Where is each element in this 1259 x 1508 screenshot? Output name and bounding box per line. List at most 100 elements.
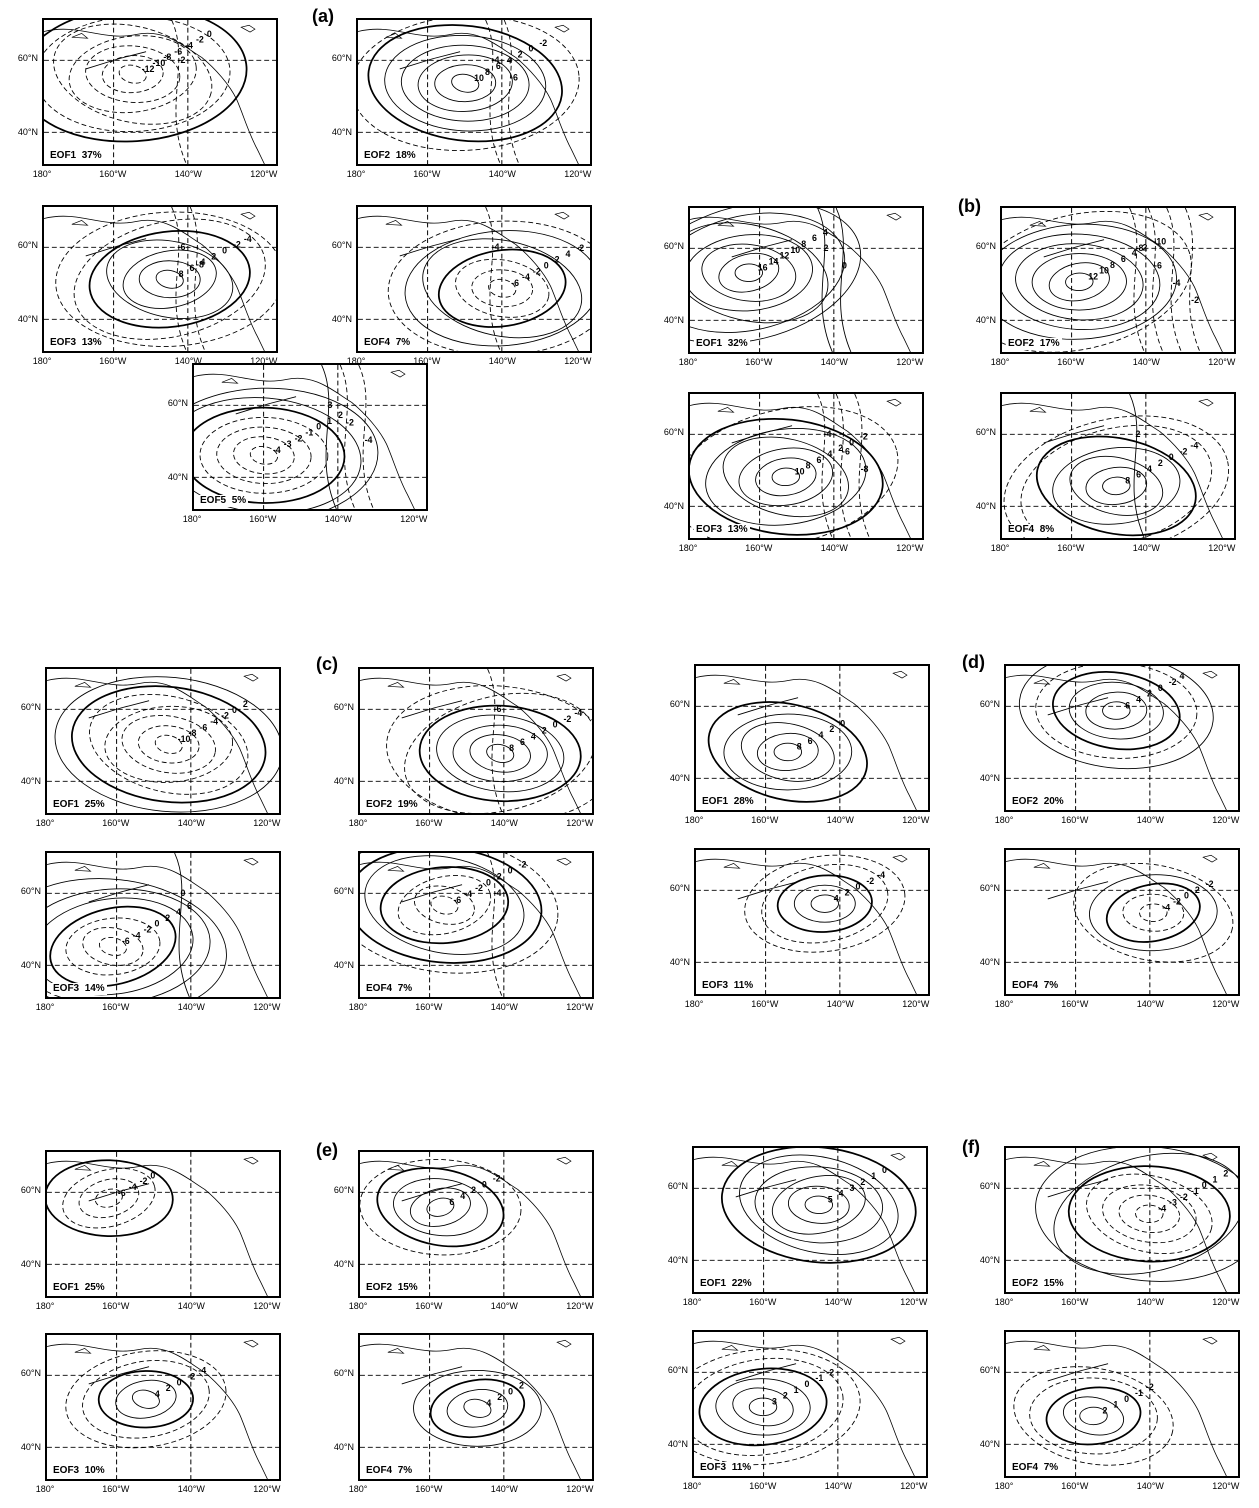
- contour-label: 4: [1180, 671, 1185, 681]
- contour-label: -4: [1162, 902, 1170, 912]
- longitude-tick-label: 180°: [990, 543, 1010, 553]
- contour-line: [1065, 272, 1094, 292]
- island-outline: [74, 857, 259, 872]
- longitude-tick-label: 160°W: [1061, 815, 1089, 825]
- contour-line: [738, 447, 834, 507]
- contour-line: [793, 884, 856, 923]
- contour-label: -4: [133, 930, 141, 940]
- eof-variance-label: EOF3 14%: [51, 983, 107, 995]
- latitude-tick-label: 60°N: [667, 1365, 688, 1376]
- contour-line: [155, 269, 184, 289]
- coastline: [47, 1160, 268, 1296]
- contour-label: -4: [198, 1366, 206, 1376]
- contour-label: 2: [165, 913, 170, 923]
- contour-label: -2: [539, 38, 547, 48]
- contour-line: [748, 1397, 778, 1417]
- longitude-tick-label: 180°: [994, 815, 1014, 825]
- contour-line: [1129, 208, 1145, 352]
- contour-label: -4: [574, 708, 582, 718]
- contour-label: 4: [839, 1189, 844, 1199]
- aleutian-chain: [399, 51, 461, 70]
- contour-label: -4: [877, 870, 885, 880]
- coastline: [360, 1160, 581, 1296]
- aleutian-chain: [735, 1179, 797, 1198]
- contour-label: 0: [544, 260, 549, 270]
- contour-line: [1102, 701, 1131, 720]
- contour-line: [754, 1166, 884, 1244]
- longitude-tick-label: 140°W: [174, 356, 202, 366]
- contour-line: [1052, 670, 1181, 751]
- contour-line: [436, 714, 565, 793]
- coastline: [1006, 1156, 1227, 1292]
- eof-variance-percent: 13%: [81, 337, 102, 348]
- contour-label: 2: [1223, 1169, 1228, 1179]
- contour-line: [1031, 253, 1127, 311]
- contour-line: [771, 467, 801, 487]
- contour-label: 2: [1195, 885, 1200, 895]
- contour-label: 0: [840, 718, 845, 728]
- contour-label: 4: [818, 730, 823, 740]
- contour-label: -4: [493, 888, 501, 898]
- eof-variance-percent: 19%: [397, 799, 418, 810]
- latitude-tick-label: 40°N: [975, 315, 996, 326]
- contour-line: [233, 436, 295, 475]
- aleutian-chain: [1047, 881, 1109, 900]
- latitude-tick-label: 40°N: [663, 315, 684, 326]
- eof-variance-label: EOF1 25%: [51, 1282, 107, 1294]
- contour-line: [1102, 1184, 1197, 1244]
- longitude-tick-label: 140°W: [490, 1002, 518, 1012]
- contour-line: [810, 894, 840, 913]
- contour-label: -4: [522, 272, 530, 282]
- eof-name: EOF2: [1012, 796, 1039, 807]
- contour-label: -3: [1169, 1198, 1177, 1208]
- contour-label: 2: [829, 724, 834, 734]
- longitude-tick-label: 120°W: [253, 1002, 281, 1012]
- island-outline: [387, 857, 572, 872]
- contour-label: -2: [493, 1174, 501, 1184]
- contour-line: [47, 897, 194, 996]
- aleutian-chain: [1047, 697, 1109, 716]
- contour-line: [1020, 424, 1213, 538]
- longitude-tick-label: 180°: [32, 356, 52, 366]
- contour-label: -4: [273, 445, 281, 455]
- contour-line: [734, 263, 764, 282]
- latitude-tick-label: 40°N: [669, 773, 690, 784]
- contour-label: -2: [866, 876, 874, 886]
- island-outline: [723, 854, 908, 869]
- longitude-tick-label: 180°: [990, 357, 1010, 367]
- contour-label: -2: [475, 883, 483, 893]
- contour-label: -2: [1173, 897, 1181, 907]
- eof-name: EOF4: [364, 337, 391, 348]
- contour-label: 2: [471, 1185, 476, 1195]
- latitude-tick-label: 40°N: [979, 773, 1000, 784]
- longitude-tick-label: 140°W: [820, 543, 848, 553]
- contour-line: [358, 20, 580, 151]
- coastline: [44, 215, 265, 351]
- aleutian-chain: [88, 700, 150, 719]
- aleutian-chain: [235, 396, 297, 415]
- contour-line: [446, 1389, 509, 1428]
- contour-line: [817, 394, 833, 538]
- contour-label: -4: [185, 40, 193, 50]
- contour-label: 6: [816, 455, 821, 465]
- contour-label: 14: [769, 257, 779, 267]
- contour-line: [1048, 262, 1110, 302]
- longitude-tick-label: 140°W: [1136, 1297, 1164, 1307]
- contour-label: -2: [533, 266, 541, 276]
- longitude-tick-label: 180°: [35, 1484, 55, 1494]
- contour-line: [413, 885, 475, 925]
- contour-line: [756, 732, 819, 771]
- eof-map-panel: 2 1 0 -1 -2 EOF4 7%: [1004, 1330, 1240, 1478]
- contour-label: 0: [316, 422, 321, 432]
- panel-group-label: (e): [316, 1140, 338, 1160]
- contour-line: [82, 1360, 210, 1439]
- contour-line: [817, 208, 833, 352]
- contour-line: [1002, 210, 1192, 352]
- contour-line: [434, 64, 497, 103]
- eof-variance-percent: 20%: [1043, 796, 1064, 807]
- longitude-tick-label: 140°W: [826, 815, 854, 825]
- contour-line: [1018, 666, 1214, 770]
- longitude-tick-label: 160°W: [413, 356, 441, 366]
